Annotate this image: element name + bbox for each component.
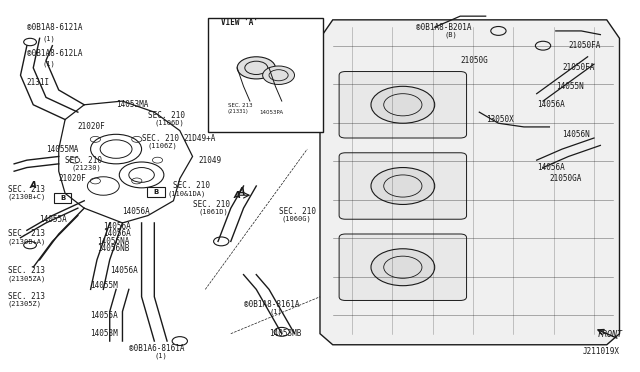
Text: 21020F: 21020F	[59, 174, 86, 183]
Text: 21050FA: 21050FA	[568, 41, 601, 50]
FancyBboxPatch shape	[339, 71, 467, 138]
Text: (21230): (21230)	[72, 164, 101, 171]
Text: 14055A: 14055A	[40, 215, 67, 224]
Text: 14056A: 14056A	[122, 207, 150, 217]
Text: ®0B1A6-8161A: ®0B1A6-8161A	[129, 344, 184, 353]
Text: SEC. 210: SEC. 210	[173, 182, 211, 190]
Text: 14056A: 14056A	[537, 163, 564, 172]
Circle shape	[371, 249, 435, 286]
Text: SEC. 213: SEC. 213	[8, 185, 45, 194]
Text: 21050GA: 21050GA	[549, 174, 582, 183]
Text: (21331): (21331)	[228, 109, 248, 114]
Text: 14056NA: 14056NA	[97, 237, 129, 246]
Text: J211019X: J211019X	[582, 347, 620, 356]
Text: (1): (1)	[269, 308, 282, 315]
Text: (2130B+A): (2130B+A)	[8, 238, 46, 245]
Text: 14055MA: 14055MA	[46, 145, 78, 154]
Text: 21020F: 21020F	[78, 122, 106, 131]
Text: B: B	[60, 195, 65, 201]
Text: 14056A: 14056A	[103, 222, 131, 231]
Text: (1061D): (1061D)	[199, 209, 228, 215]
Text: SEC. 210: SEC. 210	[65, 155, 102, 165]
Text: (1060G): (1060G)	[282, 216, 312, 222]
Text: 14053M: 14053M	[91, 329, 118, 338]
Text: 21D49+A: 21D49+A	[183, 134, 216, 142]
Text: 14055A: 14055A	[91, 311, 118, 320]
Text: SEC. 210: SEC. 210	[193, 200, 230, 209]
Text: 14056N: 14056N	[562, 130, 590, 139]
Text: SEC. 213: SEC. 213	[8, 292, 45, 301]
Text: (2130B+C): (2130B+C)	[8, 194, 46, 201]
Text: ®0B1A8-6121A: ®0B1A8-6121A	[27, 23, 83, 32]
Polygon shape	[320, 20, 620, 345]
FancyBboxPatch shape	[339, 234, 467, 301]
Circle shape	[371, 86, 435, 123]
Text: 14053PA: 14053PA	[259, 110, 284, 115]
Text: SEC. 210: SEC. 210	[141, 134, 179, 142]
Text: (1106Z): (1106Z)	[148, 142, 178, 149]
FancyBboxPatch shape	[339, 153, 467, 219]
Circle shape	[262, 66, 294, 84]
Text: (21305Z): (21305Z)	[8, 301, 42, 307]
Text: (1): (1)	[43, 35, 56, 42]
Text: (110&1DA): (110&1DA)	[167, 190, 205, 197]
Text: 14053MB: 14053MB	[269, 329, 301, 338]
Text: A: A	[29, 182, 36, 190]
Text: 21050G: 21050G	[460, 56, 488, 65]
Text: (1): (1)	[43, 61, 56, 67]
Text: SEC. 213: SEC. 213	[8, 230, 45, 238]
Text: A: A	[237, 187, 244, 197]
Text: 14056A: 14056A	[109, 266, 138, 275]
Text: ®0B1A8-612LA: ®0B1A8-612LA	[27, 49, 83, 58]
Text: 14055N: 14055N	[556, 82, 584, 91]
Text: 14056A: 14056A	[103, 230, 131, 238]
Text: 14055M: 14055M	[91, 281, 118, 290]
Text: 14056NB: 14056NB	[97, 244, 129, 253]
Text: SEC. 213: SEC. 213	[228, 103, 252, 108]
FancyBboxPatch shape	[209, 18, 323, 132]
Text: 14056A: 14056A	[537, 100, 564, 109]
Text: (21305ZA): (21305ZA)	[8, 275, 46, 282]
Text: A: A	[234, 191, 241, 200]
Text: 14053MA: 14053MA	[116, 100, 148, 109]
Text: 13050X: 13050X	[486, 115, 513, 124]
Text: SEC. 210: SEC. 210	[148, 111, 185, 121]
Text: (1106D): (1106D)	[154, 120, 184, 126]
Text: SEC. 213: SEC. 213	[8, 266, 45, 275]
Text: (1): (1)	[154, 353, 167, 359]
Text: 21050FA: 21050FA	[562, 63, 595, 72]
Circle shape	[237, 57, 275, 79]
Text: ®0B1A8-8161A: ®0B1A8-8161A	[244, 300, 299, 309]
Text: 2131I: 2131I	[27, 78, 50, 87]
Text: (B): (B)	[444, 31, 457, 38]
Text: VIEW 'A': VIEW 'A'	[221, 18, 258, 28]
Text: FRONT: FRONT	[597, 330, 622, 339]
Circle shape	[371, 167, 435, 205]
Text: B: B	[154, 189, 159, 195]
Text: 21049: 21049	[199, 155, 222, 165]
Text: SEC. 210: SEC. 210	[278, 207, 316, 217]
Text: ®0B1A8-B201A: ®0B1A8-B201A	[415, 23, 471, 32]
